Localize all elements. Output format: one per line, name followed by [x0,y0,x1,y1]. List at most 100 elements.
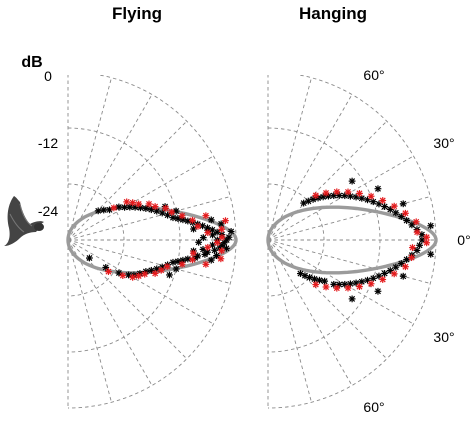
data-point-red [222,217,229,225]
data-point-black [174,215,182,223]
data-point-red [105,268,112,276]
data-point-red [390,270,398,278]
data-point-black [416,241,423,249]
data-point-black [369,274,377,282]
grid-arc [267,75,437,409]
grid-arc [67,183,125,297]
data-point-black [403,217,411,224]
data-point-red [333,284,341,292]
grid-spoke [67,77,112,241]
data-point-red [168,208,176,216]
data-point-black [297,270,304,277]
data-point-red [333,188,341,196]
data-point-red [202,260,210,268]
data-point-red [178,212,186,220]
data-point-black [348,177,356,185]
data-point-black [427,250,435,258]
data-point-black [184,217,192,225]
data-point-black [392,209,400,217]
data-point-red [151,203,159,210]
data-point-black [348,295,356,303]
data-point-red [423,239,431,247]
data-point-black [381,203,389,210]
grid-spoke [267,120,388,241]
grid-spoke [267,94,353,241]
data-point-black [352,279,360,287]
data-point-black [115,203,123,211]
data-point-red [379,276,387,283]
radial-tick-label-2: -24 [38,203,58,219]
data-point-black [190,225,197,233]
data-point-red [218,233,226,241]
data-point-red [402,263,409,271]
data-point-black [227,228,235,235]
data-point-red [151,270,159,277]
data-point-red [202,212,210,220]
data-point-black [199,246,207,253]
data-point-black [207,216,215,224]
grid-spoke [67,155,214,241]
data-point-red [367,280,375,288]
data-point-black [166,271,173,279]
data-point-red [145,200,153,208]
data-point-red [157,266,165,274]
data-point-black [381,270,389,277]
data-point-black [169,258,177,266]
data-point-black [335,281,343,288]
data-point-red [204,243,212,251]
grid-spoke [67,239,214,325]
polar-panel-hanging [266,75,438,409]
grid-spoke [67,239,112,403]
data-point-black [321,277,329,285]
data-point-black [369,198,377,206]
data-point-red [409,244,416,251]
data-point-black [217,220,225,228]
grid-spoke [267,77,312,241]
data-point-black [319,193,327,201]
data-point-black [374,287,382,295]
data-point-black [158,209,166,217]
polar-panel-flying [66,75,238,409]
data-point-black [86,254,93,262]
grid-spoke [67,239,153,386]
data-point-black [213,252,220,260]
data-point-red [344,284,352,292]
data-point-red [390,202,398,210]
data-point-red [402,209,409,217]
data-point-black [374,185,382,193]
data-point-black [102,264,110,271]
data-point-black [100,206,108,214]
data-point-red [217,255,225,263]
data-point-red [379,197,387,204]
data-point-red [356,283,363,291]
data-point-red [322,283,330,291]
data-point-black [172,207,180,215]
radial-tick-label-1: -12 [38,135,58,151]
data-point-red [135,272,143,280]
data-point-red [141,270,149,278]
grid-spoke [267,155,414,241]
data-point-red [119,272,127,279]
data-point-black [172,265,180,273]
data-point-black [386,267,394,274]
grid-spoke [67,196,231,241]
grid-spoke [67,94,153,241]
data-point-red [110,204,118,212]
data-point-black [399,200,407,208]
data-point-red [218,225,226,233]
angle-tick-label-0: 0° [457,232,470,248]
data-point-black [195,238,203,246]
data-point-black [311,275,318,283]
grid-arc [267,183,325,297]
data-point-black [330,280,338,288]
data-point-black [427,222,435,230]
angle-tick-label-30-lower: 30° [433,329,454,345]
data-point-red [129,273,137,281]
data-point-red [194,222,202,230]
data-point-black [399,272,407,280]
data-point-red [408,254,415,262]
data-point-black [397,260,405,267]
grid-spoke [267,239,312,403]
angle-tick-label-60-lower: 60° [363,399,384,415]
data-point-black [397,213,405,220]
